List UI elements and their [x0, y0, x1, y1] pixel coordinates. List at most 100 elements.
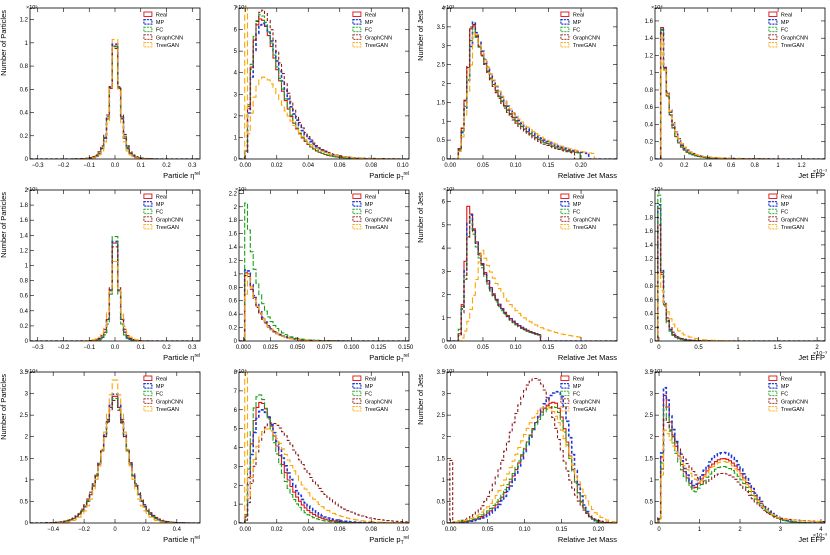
panel-0-1: 0.00 0.02 0.04 0.06 0.08 0.10 0 1 2 3 4 5 6 7×10⁴ Part… — [234, 4, 410, 182]
x-tick-label: 0.100 — [344, 345, 360, 351]
x-tick-label: 0.05 — [482, 527, 494, 533]
legend-swatch-real — [143, 11, 153, 17]
legend-label-graphcnn: GraphCNN — [156, 217, 183, 223]
y-axis-label: Number of Jets — [416, 192, 425, 243]
series-fc-line — [30, 397, 200, 523]
y-tick-label: 0 — [25, 157, 29, 163]
y-tick-label: 1.8 — [229, 218, 238, 224]
y-tick-label: 0.8 — [645, 88, 654, 94]
legend-label-mp: MP — [573, 384, 582, 390]
legend-label-real: Real — [156, 377, 167, 383]
x-tick-label: 0.2 — [162, 345, 171, 351]
legend-label-mp: MP — [781, 384, 790, 390]
histogram-lines — [447, 205, 617, 341]
y-tick-label: 1.4 — [645, 243, 654, 249]
legend-swatch-graphcnn — [768, 216, 778, 222]
x-exponent: ×10⁻³ — [813, 351, 827, 357]
panel-0-0: −0.3 −0.2 −0.1 0.0 0.1 0.2 0.3 0 0.2 0.4 0.6 0.8 1 1.… — [0, 4, 201, 180]
y-tick-label: 1 — [25, 41, 29, 47]
legend-swatch-graphcnn — [352, 398, 362, 404]
plot-frame — [29, 371, 201, 524]
y-tick-label: 0 — [25, 521, 29, 527]
y-tick-label: 4 — [234, 446, 238, 452]
y-tick-label: 0 — [25, 339, 29, 345]
legend-swatch-mp — [768, 19, 778, 25]
y-tick-label: 4 — [442, 6, 446, 12]
legend-swatch-graphcnn — [768, 398, 778, 404]
series-fc-line — [239, 202, 409, 341]
x-tick-label: 0.00 — [444, 163, 456, 169]
y-tick-label: 2 — [442, 82, 446, 88]
legend-label-real: Real — [781, 13, 792, 19]
plot-frame — [654, 189, 826, 342]
x-axis-label: Relative Jet Mass — [558, 353, 617, 362]
y-tick-label: 2.5 — [437, 413, 446, 419]
series-graphcnn-line — [655, 224, 825, 341]
x-tick-label: −0.1 — [83, 163, 96, 169]
x-tick-label: 0.150 — [398, 345, 414, 351]
x-axis-label: Particle pTrel — [369, 353, 409, 364]
x-tick-label: 0.2 — [142, 527, 151, 533]
legend-swatch-fc — [768, 390, 778, 397]
plot-frame — [238, 7, 410, 160]
y-tick-label: 1.6 — [645, 229, 654, 235]
y-axis-label: Number of Jets — [416, 10, 425, 61]
legend-label-treegan: TreeGAN — [781, 43, 804, 49]
legend-label-real: Real — [781, 377, 792, 383]
y-tick-label: 1 — [234, 502, 238, 508]
histogram-lines — [239, 202, 409, 341]
y-tick-label: 1.8 — [20, 203, 29, 209]
y-tick-label: 6 — [234, 28, 238, 34]
legend-swatch-graphcnn — [352, 34, 362, 40]
x-tick-label: 0.06 — [334, 163, 346, 169]
x-tick-label: −0.2 — [58, 345, 71, 351]
histogram-lines — [239, 8, 409, 159]
legend-label-graphcnn: GraphCNN — [365, 399, 392, 405]
y-tick-label: 7 — [234, 6, 238, 12]
legend-label-mp: MP — [365, 202, 374, 208]
legend-label-fc: FC — [365, 392, 372, 398]
plot-frame — [446, 371, 618, 524]
series-fc-line — [447, 406, 617, 523]
legend-label-treegan: TreeGAN — [156, 407, 179, 413]
y-tick-label: 4 — [234, 71, 238, 77]
series-treegan-line — [655, 429, 825, 523]
legend-swatch-graphcnn — [560, 34, 570, 40]
legend-label-fc: FC — [781, 28, 788, 34]
y-axis-label: Number of Particles — [0, 192, 8, 258]
x-tick-label: 0.0 — [111, 345, 120, 351]
y-tick-label: 4 — [442, 246, 446, 252]
y-tick-label: 0 — [234, 339, 238, 345]
y-tick-label: 3.5 — [20, 370, 29, 376]
histogram-lines — [239, 372, 409, 523]
y-tick-label: 0.2 — [20, 134, 29, 140]
legend-swatch-mp — [352, 201, 362, 207]
legend-swatch-mp — [143, 19, 153, 25]
panel-1-0: −0.3 −0.2 −0.1 0.0 0.1 0.2 0.3 0 0.2 0.4 0.6 0.8 1 1.… — [0, 186, 201, 362]
legend-label-graphcnn: GraphCNN — [365, 217, 392, 223]
x-exponent: ×10⁻³ — [813, 533, 827, 539]
y-tick-label: 0 — [442, 521, 446, 527]
y-tick-label: 3.5 — [437, 370, 446, 376]
x-tick-label: 0.20 — [575, 345, 587, 351]
x-tick-label: 0.15 — [543, 163, 555, 169]
legend-swatch-real — [560, 375, 570, 381]
legend-swatch-fc — [143, 208, 153, 215]
y-tick-label: 2 — [234, 205, 238, 211]
x-tick-label: 0.10 — [510, 345, 522, 351]
series-graphcnn-line — [239, 9, 409, 159]
x-axis-label: Jet EFP — [798, 535, 825, 544]
y-tick-label: 0 — [650, 521, 654, 527]
legend-swatch-fc — [768, 26, 778, 33]
legend-label-real: Real — [365, 195, 376, 201]
series-graphcnn-line — [655, 418, 825, 523]
y-tick-label: 1.5 — [645, 456, 654, 462]
series-treegan-line — [239, 273, 409, 341]
y-tick-label: 0 — [442, 339, 446, 345]
legend-label-graphcnn: GraphCNN — [573, 399, 600, 405]
series-graphcnn-line — [447, 377, 617, 523]
legend-swatch-fc — [352, 208, 362, 215]
legend-swatch-treegan — [560, 223, 570, 230]
series-treegan-line — [239, 8, 409, 159]
